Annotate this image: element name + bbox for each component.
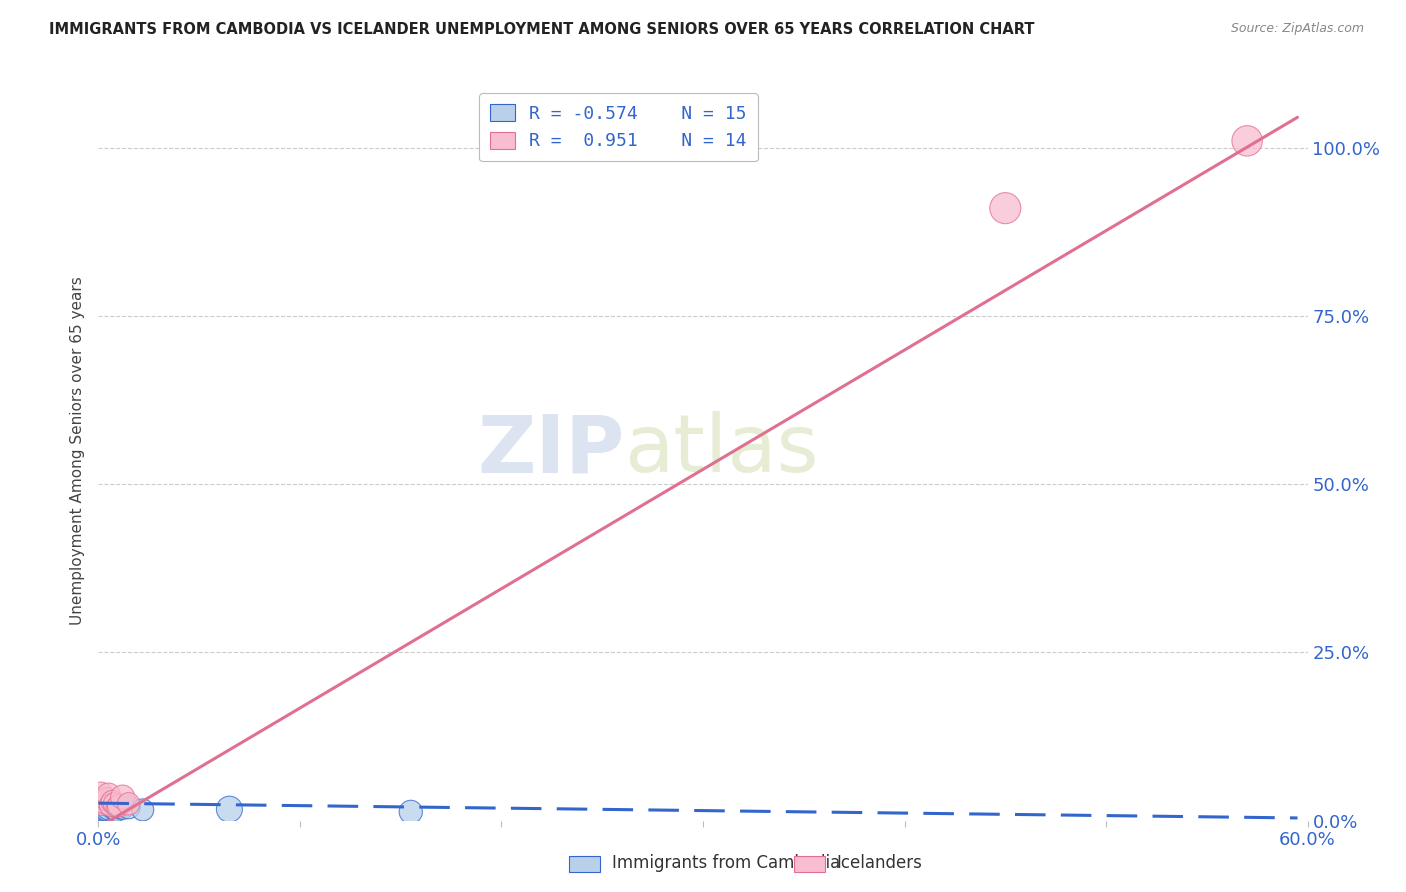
Point bbox=[118, 800, 141, 814]
Point bbox=[111, 790, 134, 805]
Point bbox=[107, 798, 129, 813]
Text: ZIP: ZIP bbox=[477, 411, 624, 490]
Point bbox=[96, 792, 118, 806]
Point bbox=[399, 805, 422, 819]
Point bbox=[994, 201, 1017, 215]
Point bbox=[100, 799, 122, 814]
Point bbox=[103, 804, 125, 818]
Point bbox=[91, 800, 114, 814]
Text: IMMIGRANTS FROM CAMBODIA VS ICELANDER UNEMPLOYMENT AMONG SENIORS OVER 65 YEARS C: IMMIGRANTS FROM CAMBODIA VS ICELANDER UN… bbox=[49, 22, 1035, 37]
Point bbox=[97, 788, 120, 802]
Point bbox=[93, 801, 115, 815]
Point bbox=[1236, 134, 1258, 148]
Point bbox=[105, 800, 128, 814]
Text: Source: ZipAtlas.com: Source: ZipAtlas.com bbox=[1230, 22, 1364, 36]
Text: Immigrants from Cambodia: Immigrants from Cambodia bbox=[612, 855, 839, 872]
Point bbox=[218, 802, 240, 816]
Point bbox=[111, 802, 134, 816]
Point bbox=[107, 801, 129, 815]
Point bbox=[91, 797, 114, 811]
Y-axis label: Unemployment Among Seniors over 65 years: Unemployment Among Seniors over 65 years bbox=[69, 277, 84, 624]
Point bbox=[118, 797, 141, 811]
Point bbox=[100, 798, 122, 813]
Point bbox=[103, 797, 125, 811]
Point bbox=[101, 797, 124, 811]
Point bbox=[105, 805, 128, 819]
Point bbox=[96, 803, 118, 817]
Point bbox=[93, 795, 115, 809]
Point bbox=[89, 798, 111, 813]
Point bbox=[97, 801, 120, 815]
Point bbox=[101, 795, 124, 809]
Text: Icelanders: Icelanders bbox=[837, 855, 922, 872]
Point bbox=[89, 788, 111, 802]
Text: atlas: atlas bbox=[624, 411, 818, 490]
Legend: R = -0.574    N = 15, R =  0.951    N = 14: R = -0.574 N = 15, R = 0.951 N = 14 bbox=[479, 93, 758, 161]
Point bbox=[132, 803, 155, 817]
